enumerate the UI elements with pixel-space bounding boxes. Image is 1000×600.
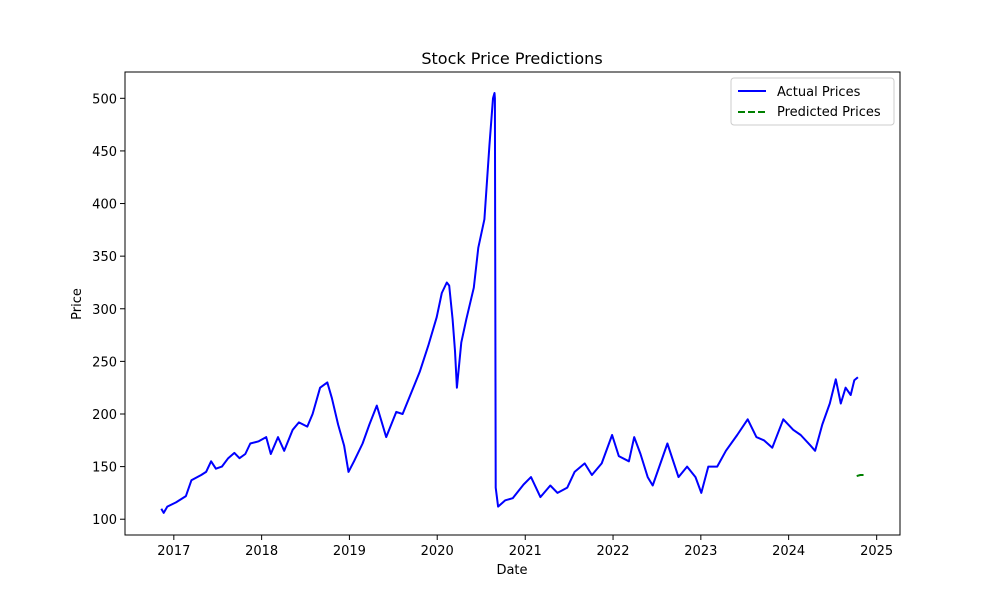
legend-box [730, 77, 895, 126]
x-tick-label: 2024 [772, 544, 805, 559]
y-tick-label: 150 [92, 461, 117, 476]
x-tick-label: 2018 [245, 544, 278, 559]
y-axis-label: Price [70, 288, 85, 320]
x-axis-ticks: 2017 2018 2019 2020 2021 2022 2023 2024 2025 [157, 535, 893, 559]
y-tick-label: 350 [92, 250, 117, 265]
series-line-predicted-prices [856, 474, 865, 478]
y-tick-label: 200 [92, 408, 117, 423]
series-line-actual-prices [160, 92, 859, 514]
x-tick-label: 2020 [421, 544, 454, 559]
y-tick-label: 450 [92, 145, 117, 160]
legend-label-predicted: Predicted Prices [777, 105, 881, 120]
legend-label-actual: Actual Prices [777, 85, 861, 100]
plot-area [124, 71, 901, 536]
y-tick-label: 100 [92, 513, 117, 528]
y-tick-label: 400 [92, 198, 117, 213]
y-tick-label: 500 [92, 92, 117, 107]
x-tick-label: 2025 [860, 544, 893, 559]
x-axis-label: Date [496, 563, 527, 578]
legend: Actual Prices Predicted Prices [730, 77, 895, 126]
x-tick-label: 2022 [596, 544, 629, 559]
plot-frame [124, 71, 901, 536]
x-tick-label: 2023 [684, 544, 717, 559]
y-tick-label: 250 [92, 355, 117, 370]
chart-title: Stock Price Predictions [421, 49, 602, 68]
y-axis-ticks: 100 150 200 250 300 350 400 450 500 [92, 92, 125, 528]
x-tick-label: 2021 [509, 544, 542, 559]
y-tick-label: 300 [92, 303, 117, 318]
x-tick-label: 2019 [333, 544, 366, 559]
x-tick-label: 2017 [157, 544, 190, 559]
